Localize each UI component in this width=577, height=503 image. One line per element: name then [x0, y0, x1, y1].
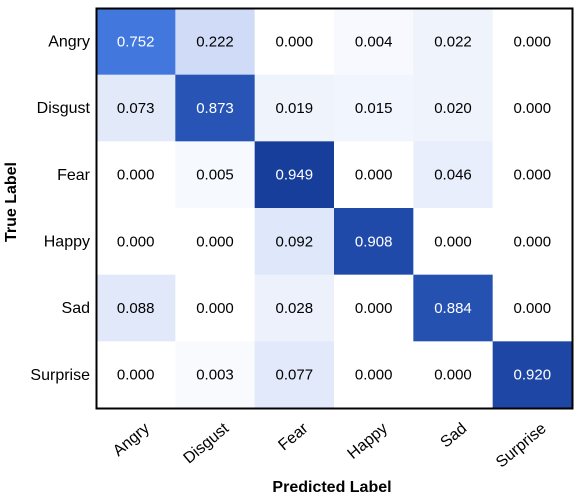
x-tick-labels: Angry Disgust Fear Happy Sad Surprise	[110, 420, 550, 472]
cell-value-label: 0.949	[276, 167, 314, 184]
cell-value-label: 0.000	[434, 367, 472, 384]
cell-value-label: 0.000	[196, 300, 234, 317]
heatmap-cell	[175, 208, 256, 276]
cell-value-label: 0.000	[355, 367, 393, 384]
heatmap-cell	[175, 74, 256, 142]
cell-value-label: 0.028	[276, 300, 314, 317]
plot-frame	[95, 7, 574, 410]
heatmap-cell	[334, 8, 414, 76]
cell-value-label: 0.000	[514, 300, 552, 317]
x-tick-label: Happy	[345, 420, 391, 463]
cell-value-label: 0.005	[196, 167, 234, 184]
x-tick-label: Disgust	[180, 420, 232, 468]
heatmap-cell	[254, 8, 335, 76]
cell-value-label: 0.073	[117, 100, 155, 117]
heatmap-cells	[96, 8, 573, 409]
heatmap-cell	[334, 208, 414, 276]
heatmap-cell	[254, 141, 335, 209]
heatmap-cell	[254, 208, 335, 276]
cell-value-label: 0.003	[196, 367, 234, 384]
heatmap-cell	[96, 8, 176, 76]
x-axis-label: Predicted Label	[272, 479, 391, 496]
x-tick-label: Fear	[275, 420, 312, 455]
cell-value-label: 0.884	[434, 300, 472, 317]
heatmap-cell	[96, 274, 176, 342]
x-tick-label: Sad	[438, 420, 471, 451]
heatmap-cell	[96, 341, 176, 409]
heatmap-cell	[413, 208, 494, 276]
x-tick-label: Surprise	[493, 420, 550, 471]
cell-value-label: 0.000	[355, 167, 393, 184]
heatmap-cell	[413, 74, 494, 142]
cell-value-label: 0.000	[276, 33, 314, 50]
cell-value-label: 0.752	[117, 33, 155, 50]
cell-value-label: 0.019	[276, 100, 314, 117]
y-tick-label: Surprise	[30, 367, 90, 384]
heatmap-cell	[413, 341, 494, 409]
heatmap-cell	[334, 141, 414, 209]
heatmap-cell	[254, 74, 335, 142]
cell-value-label: 0.022	[434, 33, 472, 50]
cell-value-label: 0.020	[434, 100, 472, 117]
heatmap-cell	[492, 341, 573, 409]
heatmap-cell	[334, 274, 414, 342]
y-tick-label: Disgust	[37, 100, 91, 117]
cell-value-label: 0.000	[514, 100, 552, 117]
cell-value-label: 0.000	[117, 167, 155, 184]
heatmap-cell	[492, 141, 573, 209]
heatmap-cell	[413, 8, 494, 76]
y-tick-labels: Angry Disgust Fear Happy Sad Surprise	[30, 34, 90, 384]
cell-value-label: 0.000	[514, 233, 552, 250]
cell-value-label: 0.000	[355, 300, 393, 317]
cell-value-label: 0.046	[434, 167, 472, 184]
heatmap-cell	[334, 341, 414, 409]
heatmap-cell-labels: 0.752 0.222 0.000 0.004 0.022 0.000 0.073 0.873…	[117, 33, 551, 383]
cell-value-label: 0.000	[514, 33, 552, 50]
cell-value-label: 0.000	[514, 167, 552, 184]
y-tick-label: Angry	[48, 34, 90, 51]
heatmap-cell	[492, 208, 573, 276]
heatmap-cell	[175, 341, 256, 409]
cell-value-label: 0.004	[355, 33, 393, 50]
cell-value-label: 0.222	[196, 33, 234, 50]
heatmap-cell	[96, 208, 176, 276]
heatmap-cell	[492, 8, 573, 76]
heatmap-cell	[254, 274, 335, 342]
heatmap-cell	[175, 141, 256, 209]
y-tick-label: Fear	[57, 167, 91, 184]
heatmap-cell	[96, 141, 176, 209]
heatmap-cell	[492, 74, 573, 142]
cell-value-label: 0.000	[117, 233, 155, 250]
heatmap-cell	[492, 274, 573, 342]
cell-value-label: 0.092	[276, 233, 314, 250]
heatmap-cell	[413, 274, 494, 342]
cell-value-label: 0.000	[196, 233, 234, 250]
heatmap-cell	[254, 341, 335, 409]
y-tick-label: Happy	[44, 234, 90, 251]
cell-value-label: 0.015	[355, 100, 393, 117]
heatmap-cell	[96, 74, 176, 142]
cell-value-label: 0.908	[355, 233, 393, 250]
heatmap-cell	[175, 8, 256, 76]
x-tick-label: Angry	[110, 420, 153, 460]
y-axis-label: True Label	[3, 162, 20, 242]
cell-value-label: 0.873	[196, 100, 234, 117]
y-tick-label: Sad	[62, 300, 90, 317]
cell-value-label: 0.000	[117, 367, 155, 384]
cell-value-label: 0.088	[117, 300, 155, 317]
heatmap-cell	[175, 274, 256, 342]
cell-value-label: 0.920	[514, 367, 552, 384]
heatmap-cell	[334, 74, 414, 142]
cell-value-label: 0.000	[434, 233, 472, 250]
heatmap-cell	[413, 141, 494, 209]
cell-value-label: 0.077	[276, 367, 314, 384]
